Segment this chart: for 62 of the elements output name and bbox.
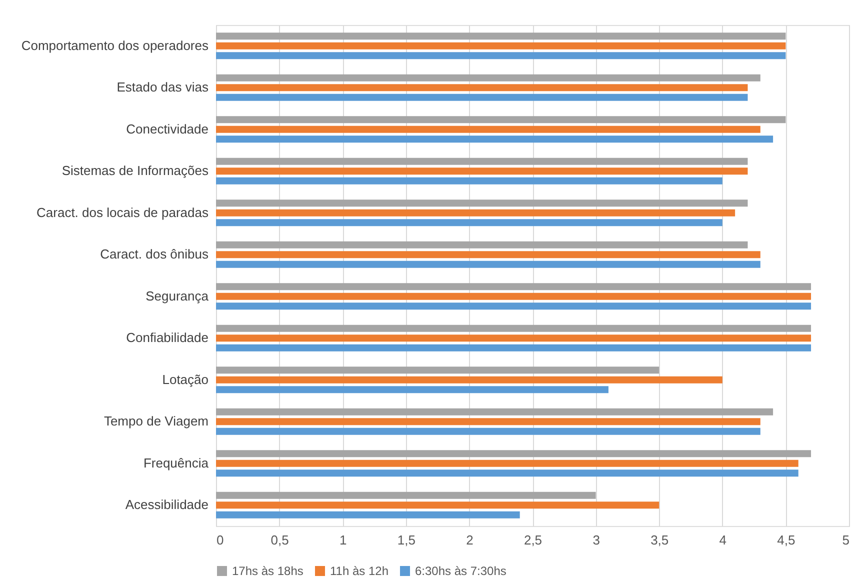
x-tick-label: 2 [466, 532, 474, 548]
bar [216, 200, 748, 207]
bar [216, 158, 748, 165]
bar [216, 116, 786, 124]
y-tick-label: Caract. dos ônibus [100, 246, 209, 262]
bar [216, 450, 812, 458]
legend-label: 11h às 12h [330, 564, 388, 578]
x-tick-label: 1 [339, 532, 347, 548]
y-tick-label: Confiabilidade [126, 330, 208, 346]
y-tick-label: Lotação [162, 372, 208, 387]
y-tick-label: Comportamento dos operadores [21, 38, 209, 53]
bar [216, 502, 660, 509]
bar [216, 428, 760, 435]
bar [216, 177, 722, 184]
bar [216, 292, 812, 300]
bar [216, 42, 786, 50]
x-tick-label: 4,5 [777, 532, 796, 548]
x-tick-label: 5 [842, 532, 850, 548]
bar [216, 219, 722, 226]
bar [216, 376, 722, 384]
bar [216, 136, 774, 143]
y-tick-label: Acessibilidade [125, 497, 208, 512]
x-tick-label: 0 [216, 532, 224, 548]
bar [216, 334, 812, 342]
y-tick-label: Sistemas de Informações [62, 163, 209, 178]
bar [216, 418, 760, 426]
y-tick-label: Frequência [143, 455, 210, 470]
bar [216, 260, 760, 268]
y-tick-label: Conectividade [126, 121, 208, 136]
bar [216, 84, 748, 92]
x-tick-label: 3,5 [650, 532, 669, 548]
bar [216, 168, 748, 175]
bar [216, 251, 760, 258]
bar [216, 32, 786, 40]
bar [216, 52, 786, 60]
bar [216, 126, 760, 133]
bar [216, 470, 798, 477]
bar [216, 283, 812, 290]
bar [216, 386, 608, 394]
bar [216, 324, 812, 332]
bar [216, 511, 520, 518]
x-tick-label: 4 [719, 532, 727, 548]
y-tick-label: Caract. dos locais de paradas [36, 204, 209, 220]
bar [216, 209, 736, 216]
bar [216, 302, 812, 310]
y-tick-label: Estado das vias [116, 80, 209, 95]
bar [216, 408, 774, 416]
bar [216, 366, 660, 374]
bar [216, 492, 596, 499]
x-tick-label: 1,5 [397, 532, 416, 548]
y-tick-label: Segurança [146, 288, 210, 304]
x-tick-label: 0,5 [270, 532, 289, 548]
x-tick-label: 3 [592, 532, 600, 548]
x-tick-label: 2,5 [524, 532, 542, 548]
y-tick-label: Tempo de Viagem [104, 414, 208, 429]
legend-label: 6:30hs às 7:30hs [415, 564, 506, 578]
bar [216, 94, 748, 101]
bar [216, 460, 798, 467]
bar [216, 241, 748, 248]
bar [216, 344, 812, 352]
bar [216, 74, 760, 82]
legend-label: 17hs às 18hs [232, 564, 304, 578]
